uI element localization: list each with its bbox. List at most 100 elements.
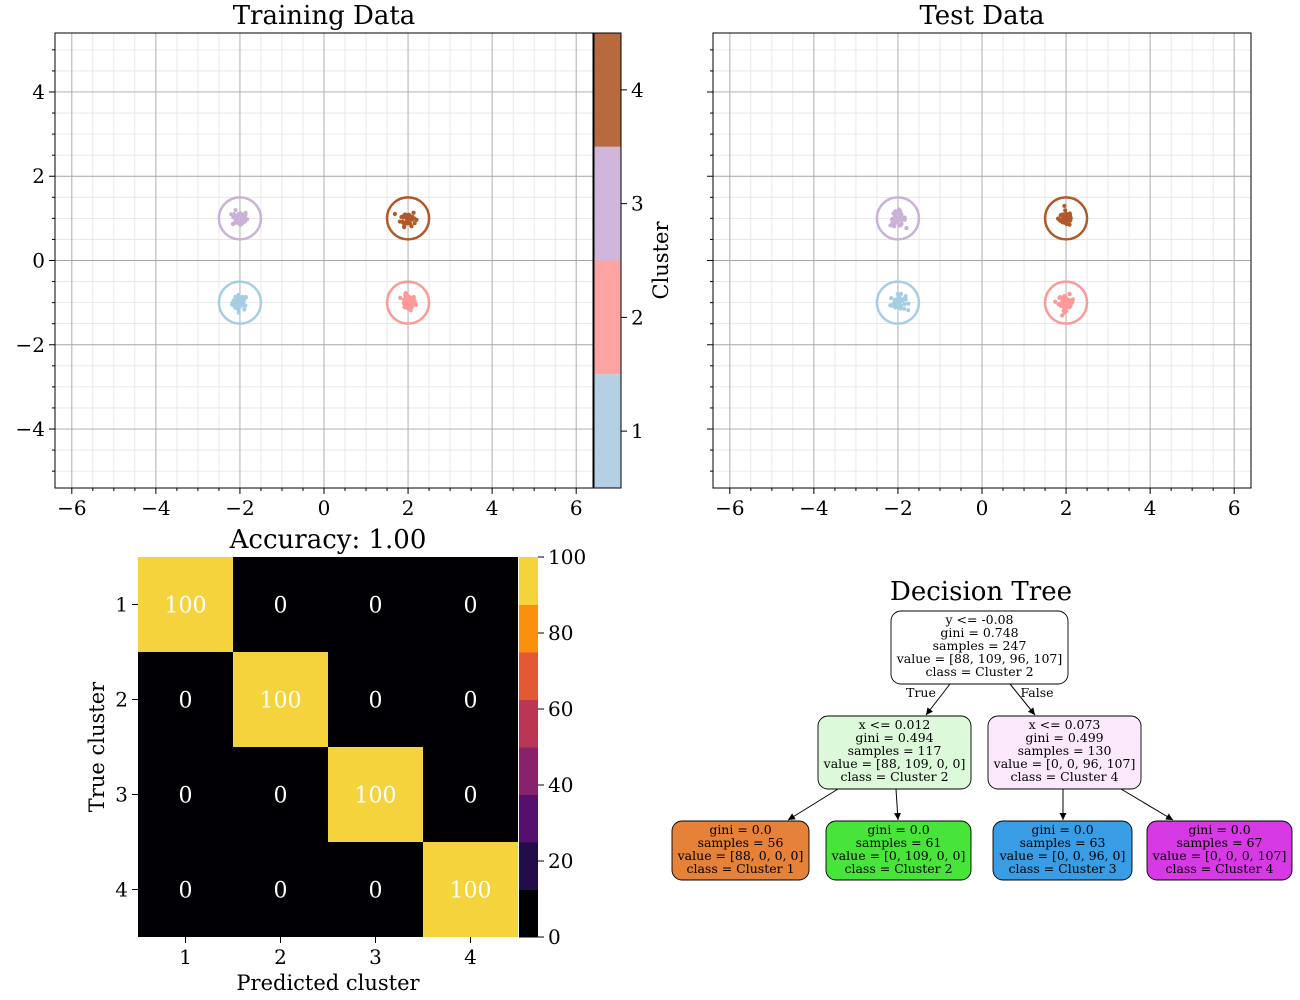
data-point-cluster-3 [894, 213, 899, 218]
tree-node-line: samples = 130 [1018, 743, 1112, 758]
data-point-cluster-4 [1056, 216, 1061, 221]
confusion-matrix: 100 0 0 0 0 100 0 0 0 0 100 0 0 0 0 100 1 1 2 2 3 3 4 4 Accuracy… [85, 525, 586, 995]
cluster-circle-2 [385, 280, 431, 325]
data-point-cluster-3 [899, 217, 905, 222]
x-tick-label: 0 [976, 496, 989, 520]
data-point-cluster-2 [403, 293, 408, 298]
cluster-circle-1 [875, 280, 921, 325]
data-point-cluster-3 [229, 212, 234, 217]
data-point-cluster-1 [233, 294, 238, 299]
heatmap-cell [233, 557, 328, 652]
heatmap-cell-value: 0 [274, 879, 288, 904]
colorbar-segment [519, 889, 538, 938]
tree-node-line: y <= -0.08 [944, 612, 1013, 627]
x-tick-label: 6 [570, 496, 583, 520]
data-point-cluster-3 [899, 212, 904, 217]
tree-node-line: samples = 56 [698, 835, 784, 850]
colorbar-segment [519, 842, 538, 890]
cluster-circle-3 [875, 196, 921, 241]
heatmap-cell [423, 747, 518, 842]
colorbar-segment-4 [594, 33, 621, 147]
data-point-cluster-1 [889, 296, 894, 301]
tree-node-line: class = Cluster 1 [686, 861, 794, 876]
y-tick-label: 4 [115, 878, 128, 902]
heatmap-cell-value: 0 [464, 689, 478, 714]
heatmap-title: Accuracy: 1.00 [229, 525, 427, 555]
heatmap-cell-value: 0 [179, 879, 193, 904]
tree-node-2 [987, 715, 1142, 790]
x-tick-label: 3 [369, 945, 382, 969]
data-point-cluster-3 [237, 212, 242, 217]
heatmap-cell-value: 0 [179, 689, 193, 714]
edge-label-true: True [906, 685, 936, 700]
data-point-cluster-4 [409, 224, 414, 229]
heatmap-cell-value: 0 [369, 689, 383, 714]
tree-node-line: gini = 0.499 [1025, 730, 1103, 745]
cluster-circle-4 [1043, 196, 1089, 241]
tree-edge [925, 683, 951, 716]
data-point-cluster-2 [413, 302, 419, 307]
tree-node-line: x <= 0.012 [859, 717, 931, 732]
y-tick-label: 3 [115, 783, 128, 807]
tree-node-line: class = Cluster 4 [1165, 861, 1273, 876]
tree-node-line: value = [0, 109, 0, 0] [831, 848, 966, 863]
tree-node-line: samples = 61 [856, 835, 942, 850]
y-tick-label: 0 [32, 249, 45, 273]
y-tick-label: −4 [16, 417, 45, 441]
data-point-cluster-4 [400, 220, 405, 225]
data-point-cluster-3 [237, 216, 242, 221]
data-point-cluster-3 [897, 223, 903, 228]
edge-label-false: False [1020, 685, 1053, 700]
data-point-cluster-2 [411, 297, 416, 302]
data-point-cluster-4 [1067, 222, 1072, 227]
y-tick-label: 4 [32, 80, 45, 104]
tree-node-0 [890, 610, 1069, 685]
data-point-cluster-1 [906, 308, 911, 313]
tree-node-line: samples = 67 [1177, 835, 1263, 850]
scatter-panel-test: −6 −4 −2 0 2 4 6 Test Data [707, 1, 1252, 520]
heatmap-cell [138, 842, 233, 937]
x-tick-label: 4 [464, 945, 477, 969]
cluster-circle-4 [385, 196, 431, 241]
tree-node-line: class = Cluster 4 [1010, 769, 1118, 784]
panel-title: Training Data [233, 1, 416, 31]
data-point-cluster-2 [1070, 300, 1075, 305]
data-point-cluster-4 [400, 215, 406, 220]
data-point-cluster-2 [1060, 313, 1065, 318]
tree-node-line: gini = 0.0 [1188, 822, 1250, 837]
data-point-cluster-3 [892, 216, 897, 221]
data-point-cluster-2 [409, 303, 415, 308]
colorbar-segment [519, 557, 538, 605]
heatmap-cell [233, 842, 328, 937]
data-point-cluster-4 [1067, 211, 1072, 216]
data-point-cluster-4 [402, 225, 407, 230]
tree-node-line: value = [0, 0, 96, 107] [993, 756, 1136, 771]
tree-node-5 [992, 820, 1133, 881]
heatmap-cell [423, 557, 518, 652]
data-point-cluster-2 [1060, 302, 1066, 307]
x-tick-label: −6 [57, 496, 86, 520]
data-point-cluster-2 [1057, 295, 1062, 300]
panel-title: Test Data [919, 1, 1044, 31]
data-point-cluster-4 [1063, 208, 1068, 213]
data-point-cluster-2 [1053, 299, 1058, 304]
x-tick-label: 2 [1060, 496, 1073, 520]
tree-node-line: class = Cluster 2 [844, 861, 952, 876]
cluster-colorbar: 1 2 3 4 Cluster [593, 32, 673, 489]
colorbar-tick-label: 20 [548, 849, 573, 873]
colorbar-segment [519, 699, 538, 748]
data-point-cluster-4 [411, 210, 416, 215]
heatmap-cell [328, 747, 423, 842]
heatmap-cell [423, 842, 518, 937]
data-point-cluster-2 [404, 305, 409, 310]
tree-node-line: samples = 63 [1020, 835, 1106, 850]
tree-edge [1009, 683, 1036, 716]
colorbar-tick-label: 3 [631, 192, 644, 216]
heatmap-cell [423, 652, 518, 747]
tree-node-line: value = [88, 109, 96, 107] [896, 651, 1063, 666]
data-point-cluster-1 [243, 303, 248, 308]
x-tick-label: 2 [402, 496, 415, 520]
tree-node-line: gini = 0.0 [1031, 822, 1093, 837]
data-point-cluster-1 [237, 302, 242, 307]
x-tick-label: 4 [1144, 496, 1157, 520]
